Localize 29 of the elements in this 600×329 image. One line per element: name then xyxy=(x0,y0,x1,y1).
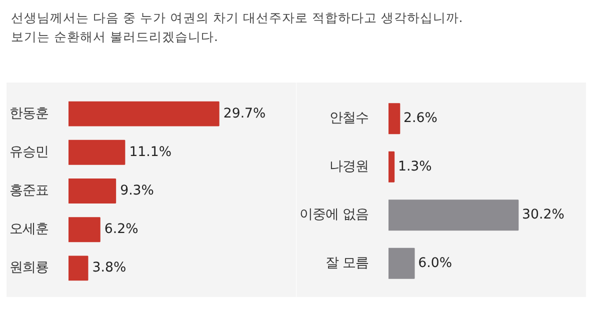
y-tick-label: 오세훈 xyxy=(10,222,48,238)
y-tick-label: 한동훈 xyxy=(10,106,48,122)
data-label: 29.7% xyxy=(223,106,266,122)
bar xyxy=(68,178,116,204)
bar xyxy=(388,248,415,279)
data-label: 9.3% xyxy=(120,184,154,198)
bar xyxy=(388,103,400,134)
data-label: 1.3% xyxy=(398,159,432,174)
y-tick-label: 홍준표 xyxy=(10,184,48,198)
bar xyxy=(388,151,395,182)
data-label: 6.2% xyxy=(104,222,138,238)
y-tick-label: 잘 모름 xyxy=(325,256,369,271)
bar xyxy=(68,140,126,165)
data-label: 3.8% xyxy=(92,260,126,276)
data-label: 30.2% xyxy=(522,208,564,223)
y-tick-label: 유승민 xyxy=(10,144,48,160)
bar xyxy=(388,200,519,231)
y-tick-label: 원희룡 xyxy=(10,260,48,276)
chart-subtitle: 보기는 순환해서 불러드리겠습니다. xyxy=(11,28,219,46)
data-label: 6.0% xyxy=(418,256,452,271)
chart-title: 선생님께서는 다음 중 누가 여권의 차기 대선주자로 적합하다고 생각하십니까. xyxy=(11,9,463,27)
y-tick-label: 이중에 없음 xyxy=(299,208,369,223)
bar xyxy=(68,256,88,281)
bar xyxy=(68,217,100,242)
y-tick-label: 나경원 xyxy=(330,159,368,174)
data-label: 2.6% xyxy=(404,111,438,126)
y-tick-label: 안철수 xyxy=(330,111,368,126)
data-label: 11.1% xyxy=(129,144,172,160)
bar xyxy=(68,101,220,126)
